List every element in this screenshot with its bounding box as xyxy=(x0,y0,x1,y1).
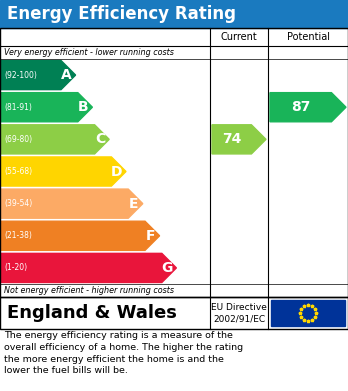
Text: Energy Efficiency Rating: Energy Efficiency Rating xyxy=(7,5,236,23)
Text: C: C xyxy=(95,133,105,146)
Text: (1-20): (1-20) xyxy=(4,264,27,273)
Polygon shape xyxy=(1,221,160,250)
Text: The energy efficiency rating is a measure of the
overall efficiency of a home. T: The energy efficiency rating is a measur… xyxy=(4,331,243,375)
Polygon shape xyxy=(1,61,76,90)
Text: 87: 87 xyxy=(291,100,310,114)
Text: B: B xyxy=(78,100,88,114)
Text: (39-54): (39-54) xyxy=(4,199,32,208)
Bar xyxy=(271,300,345,326)
Polygon shape xyxy=(1,93,93,122)
Polygon shape xyxy=(1,189,143,218)
Text: (69-80): (69-80) xyxy=(4,135,32,144)
Bar xyxy=(0,28,348,297)
Text: G: G xyxy=(161,261,173,275)
Text: Potential: Potential xyxy=(286,32,330,42)
Polygon shape xyxy=(1,253,176,283)
Text: A: A xyxy=(61,68,72,82)
Text: D: D xyxy=(111,165,122,179)
Text: EU Directive
2002/91/EC: EU Directive 2002/91/EC xyxy=(211,303,267,323)
Text: Very energy efficient - lower running costs: Very energy efficient - lower running co… xyxy=(4,48,174,57)
Polygon shape xyxy=(270,93,346,122)
Polygon shape xyxy=(1,157,126,186)
Text: (21-38): (21-38) xyxy=(4,231,32,240)
Text: (81-91): (81-91) xyxy=(4,103,32,112)
Text: (55-68): (55-68) xyxy=(4,167,32,176)
Bar xyxy=(0,297,348,329)
Text: F: F xyxy=(145,229,155,243)
Text: England & Wales: England & Wales xyxy=(7,304,177,322)
Polygon shape xyxy=(212,125,266,154)
Text: (92-100): (92-100) xyxy=(4,70,37,80)
Bar xyxy=(0,0,348,28)
Text: Current: Current xyxy=(221,32,258,42)
Polygon shape xyxy=(1,125,109,154)
Text: Not energy efficient - higher running costs: Not energy efficient - higher running co… xyxy=(4,286,174,295)
Text: E: E xyxy=(129,197,138,211)
Bar xyxy=(0,297,348,329)
Text: 74: 74 xyxy=(222,133,242,146)
